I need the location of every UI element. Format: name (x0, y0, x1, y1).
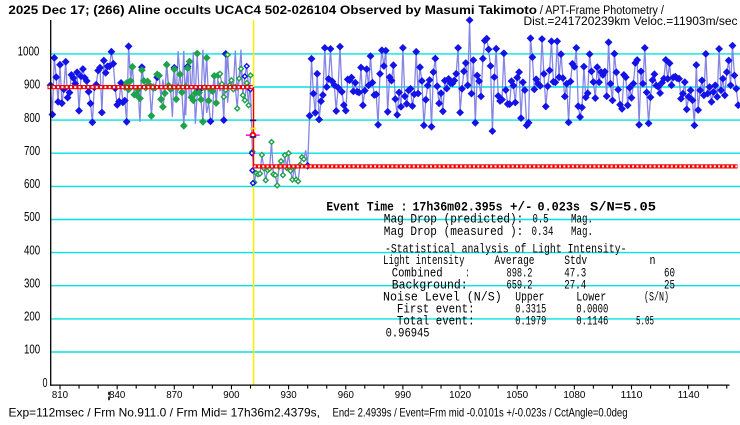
svg-text:End= 2.4939s / Event=Frm mid -: End= 2.4939s / Event=Frm mid -0.0101s +/… (333, 406, 628, 419)
svg-text:Total event:: Total event: (397, 314, 475, 329)
svg-text:0.0000: 0.0000 (576, 302, 608, 317)
svg-text:2025 Dec 17; (266) Aline occul: 2025 Dec 17; (266) Aline occults UCAC4 5… (8, 3, 664, 17)
svg-text:5.05: 5.05 (636, 314, 654, 329)
svg-text:990: 990 (395, 390, 411, 401)
svg-text:200: 200 (24, 310, 40, 324)
svg-text:Mag.: Mag. (571, 212, 593, 227)
svg-text:-Statistical analysis of Light: -Statistical analysis of Light Intensity… (385, 241, 627, 256)
svg-text::: : (466, 265, 470, 280)
svg-text:Background:: Background: (392, 278, 468, 293)
svg-text:960: 960 (338, 390, 354, 401)
svg-text:300: 300 (24, 276, 40, 290)
svg-text:930: 930 (281, 390, 297, 401)
svg-text:400: 400 (24, 243, 40, 257)
svg-text:0.34: 0.34 (532, 224, 554, 239)
svg-text:1140: 1140 (678, 390, 700, 401)
svg-text:(S/N): (S/N) (644, 290, 669, 305)
svg-text:S/N=5.05: S/N=5.05 (590, 199, 656, 214)
svg-text:Stdv: Stdv (564, 253, 587, 268)
svg-text:810: 810 (52, 390, 68, 401)
svg-text:Light intensity: Light intensity (383, 253, 465, 268)
svg-text:Dist.=241720239km Veloc.=11903: Dist.=241720239km Veloc.=11903m/sec (524, 15, 738, 28)
svg-text:Combined: Combined (392, 265, 443, 280)
svg-text:1080: 1080 (563, 390, 585, 401)
svg-text:898.2: 898.2 (507, 265, 533, 280)
svg-text:25: 25 (664, 278, 675, 293)
svg-text:Exp=112msec / Frm No.911.0 / F: Exp=112msec / Frm No.911.0 / Frm Mid= 17… (9, 406, 321, 419)
svg-text:0.023s: 0.023s (538, 199, 581, 214)
svg-text:Mag.: Mag. (571, 224, 593, 239)
svg-text:900: 900 (223, 390, 239, 401)
svg-text:Mag Drop (measured ):: Mag Drop (measured ): (384, 224, 524, 239)
svg-text:17h36m02.395s: 17h36m02.395s (413, 199, 503, 214)
svg-text:47.3: 47.3 (564, 265, 586, 280)
svg-text:1020: 1020 (449, 390, 471, 401)
svg-text:0.3315: 0.3315 (515, 302, 546, 317)
svg-text:0.1146: 0.1146 (576, 314, 608, 329)
svg-text:1110: 1110 (621, 390, 643, 401)
svg-text:870: 870 (166, 390, 182, 401)
svg-text:27.4: 27.4 (564, 278, 586, 293)
svg-text:Upper: Upper (515, 290, 544, 305)
svg-text:800: 800 (24, 111, 40, 125)
svg-text:Average: Average (495, 253, 535, 268)
svg-text:0: 0 (43, 376, 48, 390)
svg-text:0.96945: 0.96945 (386, 326, 430, 341)
svg-text:Event Time :: Event Time : (326, 199, 407, 214)
svg-text:600: 600 (24, 177, 40, 191)
svg-text:500: 500 (24, 210, 40, 224)
svg-text:Noise Level (N/S): Noise Level (N/S) (383, 290, 502, 305)
svg-text:0.5: 0.5 (533, 212, 549, 227)
svg-text:840: 840 (109, 390, 125, 401)
svg-text:659.2: 659.2 (507, 278, 533, 293)
svg-text:n: n (650, 253, 656, 268)
svg-text:0.1979: 0.1979 (515, 314, 546, 329)
svg-text:1050: 1050 (506, 390, 528, 401)
svg-text:900: 900 (24, 78, 40, 92)
svg-text:First event:: First event: (397, 302, 475, 317)
svg-text:Lower: Lower (576, 290, 606, 305)
svg-text:1000: 1000 (18, 45, 40, 59)
svg-text:+/-: +/- (510, 199, 533, 214)
svg-text:60: 60 (664, 265, 675, 280)
svg-text:Mag Drop (predicted):: Mag Drop (predicted): (384, 212, 524, 227)
svg-text:700: 700 (24, 144, 40, 158)
svg-text:100: 100 (24, 343, 40, 357)
